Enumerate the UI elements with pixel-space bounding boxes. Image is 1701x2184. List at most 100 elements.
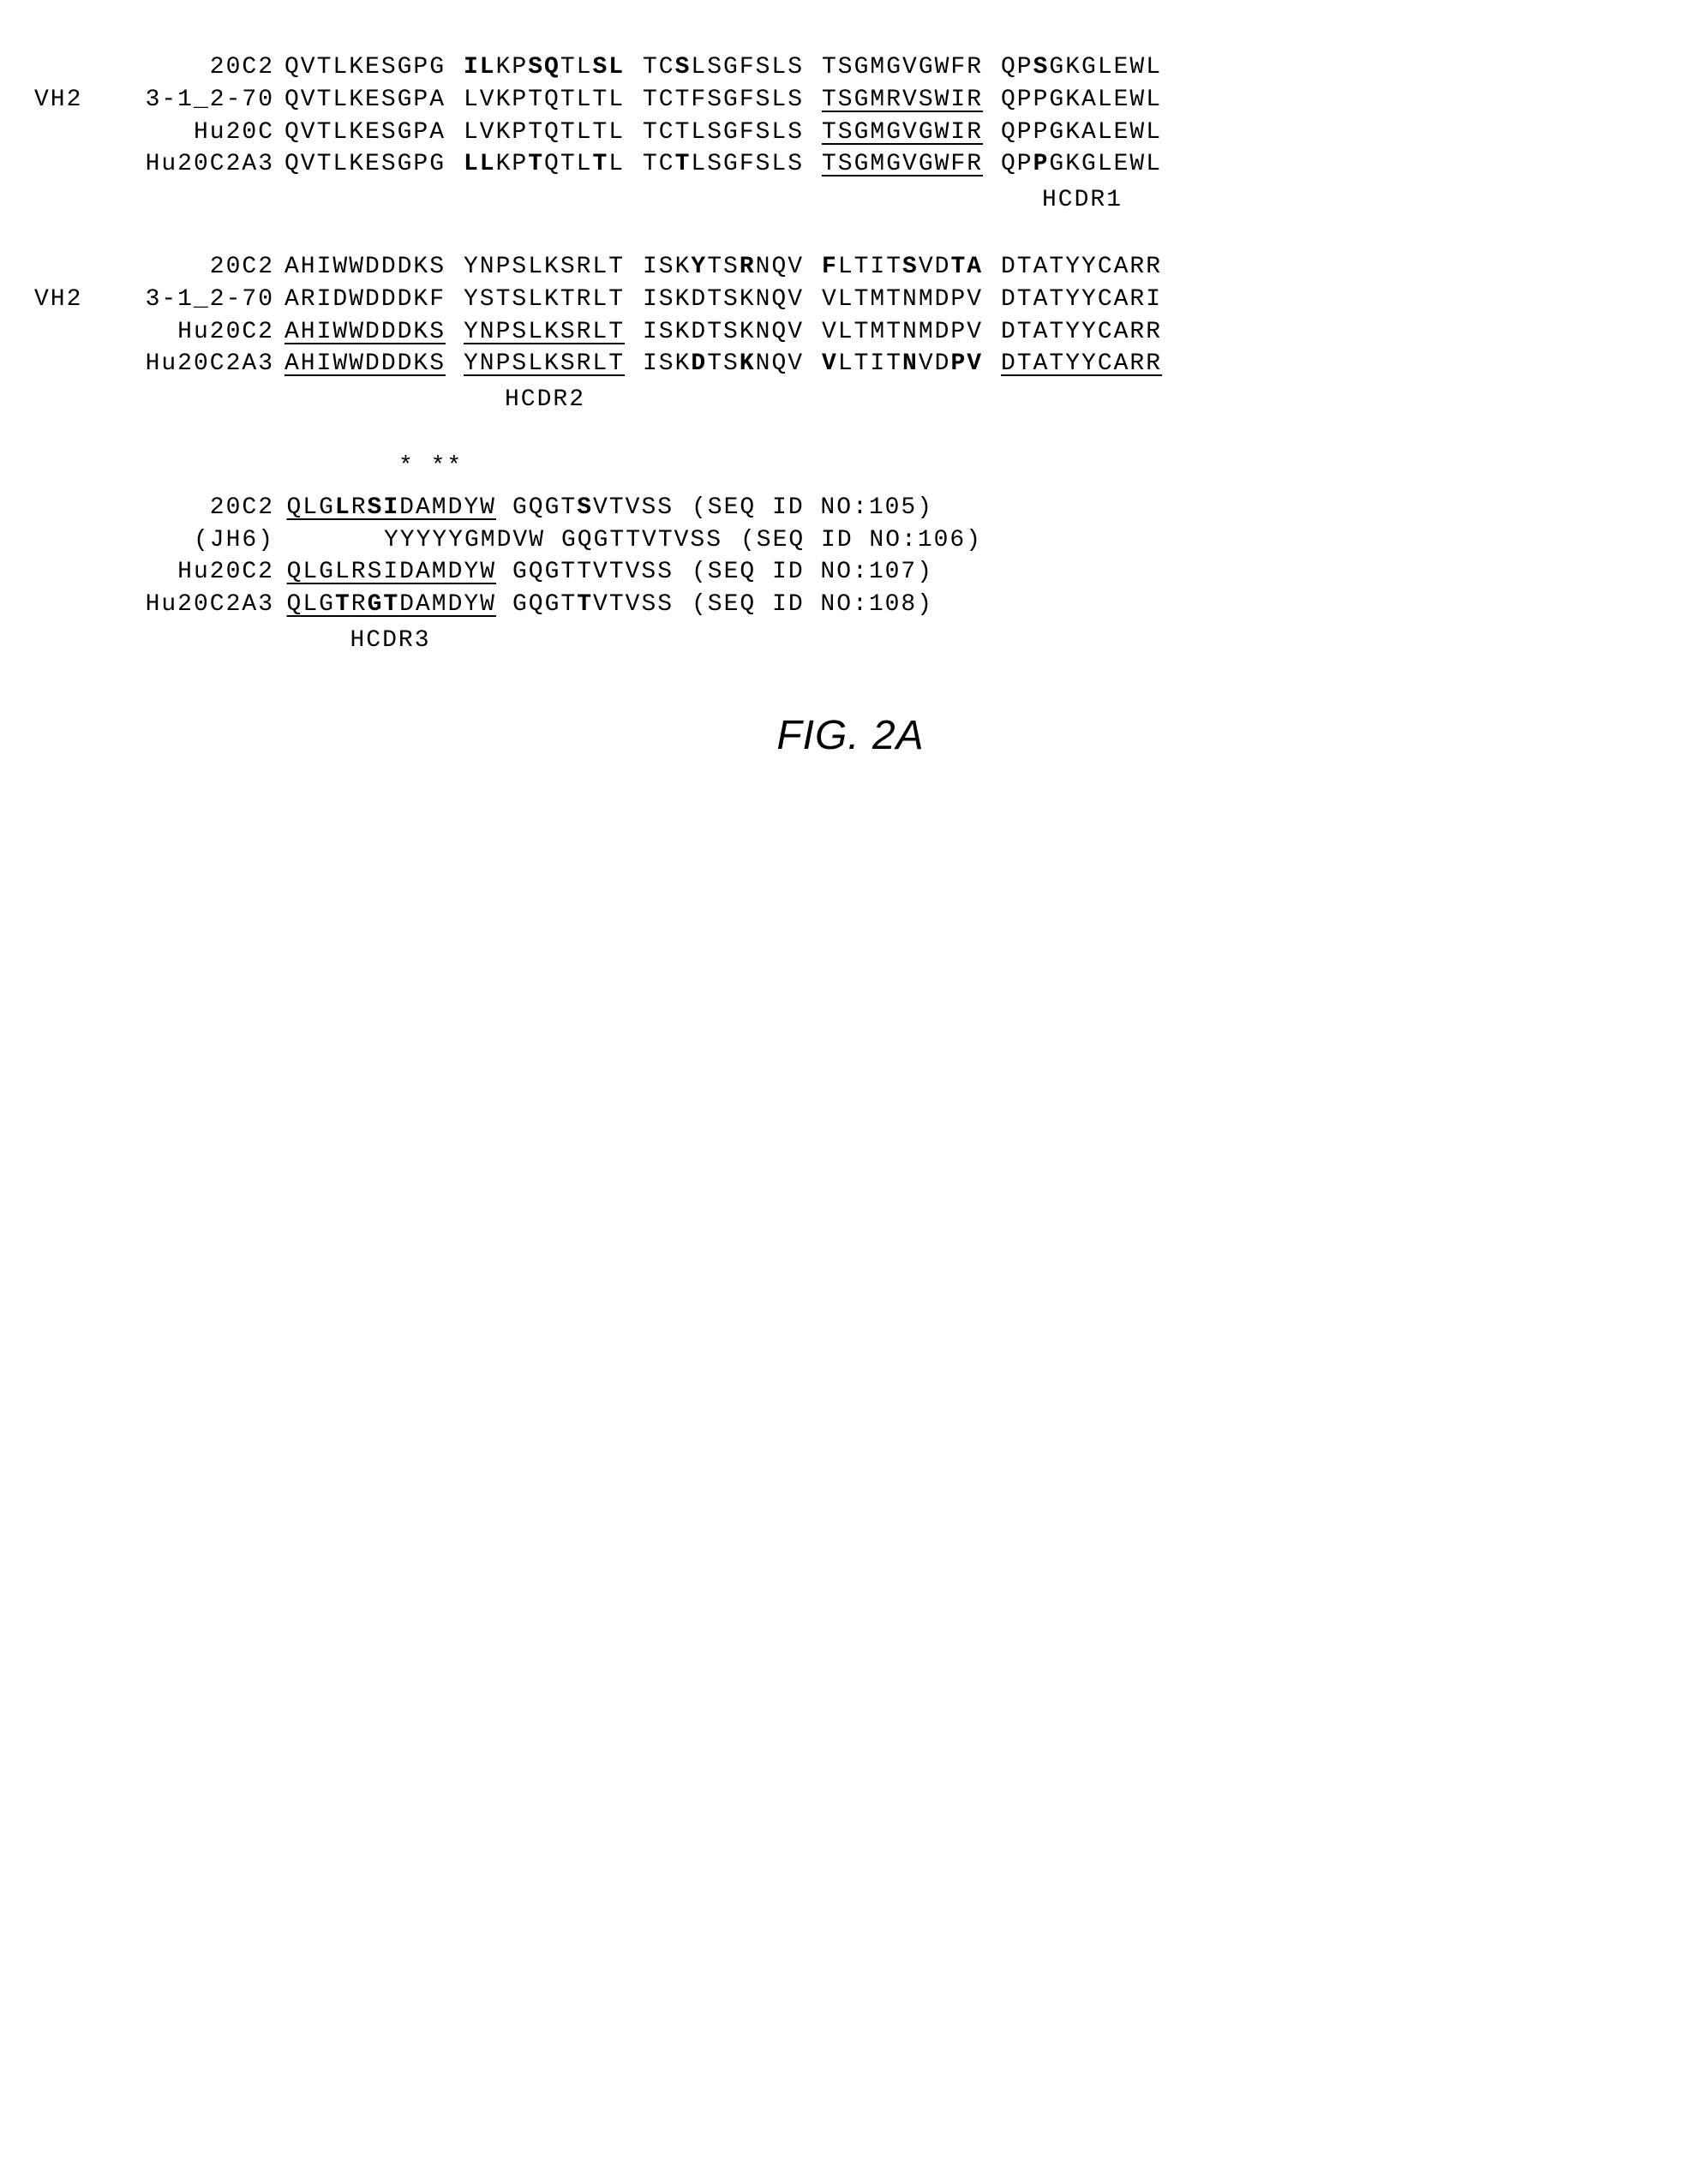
sequence-alignment-figure: 20C2QVTLKESGPG ILKPSQTLSL TCSLSGFSLS TSG… <box>34 51 1667 657</box>
sequence-segment: TCSLSGFSLS <box>643 51 806 84</box>
sequence-segment: YNPSLKSRLT <box>464 316 626 349</box>
vh-group-label <box>34 348 103 380</box>
vh-group-label: VH2 <box>34 284 103 316</box>
alignment-row: Hu20C2A3AHIWWDDDKS YNPSLKSRLT ISKDTSKNQV… <box>34 348 1667 380</box>
sequence-segment: QVTLKESGPG <box>284 51 447 84</box>
sequence-segment: TSGMRVSWIR <box>822 84 985 117</box>
sequence-segment: YNPSLKSRLT <box>464 348 626 380</box>
vh-group-label <box>34 589 103 621</box>
sequence-segment: ISKDTSKNQV <box>643 284 806 316</box>
alignment-row: VH23-1_2-70ARIDWDDDKF YSTSLKTRLT ISKDTSK… <box>34 284 1667 316</box>
sequence-segment: TSGMGVGWFR <box>822 148 985 181</box>
vh-group-label <box>34 524 103 557</box>
alignment-block: 20C2AHIWWDDDKS YNPSLKSRLT ISKYTSRNQV FLT… <box>34 251 1667 416</box>
vh-group-label <box>34 492 103 524</box>
sequence-label: Hu20C2 <box>103 316 284 349</box>
sequence-segment: QVTLKESGPA <box>284 117 447 149</box>
sequence-label: 3-1_2-70 <box>103 84 284 117</box>
sequence-label: 20C2 <box>103 51 284 84</box>
sequence-label: Hu20C2A3 <box>103 148 284 181</box>
hcdr3-label: HCDR3 <box>284 625 496 657</box>
sequence-segment: LVKPTQTLTL <box>464 117 626 149</box>
sequence-label: 3-1_2-70 <box>103 284 284 316</box>
sequence-segment: ISKYTSRNQV <box>643 251 806 284</box>
sequence-segment: AHIWWDDDKS <box>284 348 447 380</box>
sequence-segment: TCTFSGFSLS <box>643 84 806 117</box>
sequence-segment: AHIWWDDDKS <box>284 316 447 349</box>
alignment-row: VH23-1_2-70QVTLKESGPA LVKPTQTLTL TCTFSGF… <box>34 84 1667 117</box>
vh-group-label <box>34 51 103 84</box>
sequence-segment: VLTMTNMDPV <box>822 316 985 349</box>
vh-group-label <box>34 117 103 149</box>
alignment-row: 20C2QLGLRSIDAMDYW GQGTSVTVSS (SEQ ID NO:… <box>34 492 1667 524</box>
vh-group-label <box>34 316 103 349</box>
sequence-segment: (SEQ ID NO:105) <box>692 492 936 524</box>
sequence-segment: DTATYYCARR <box>1001 251 1164 284</box>
sequence-segment: DTATYYCARR <box>1001 316 1164 349</box>
hcdr2-label: HCDR2 <box>464 384 626 416</box>
hcdr-label-row: HCDR3 <box>34 625 1667 657</box>
sequence-segment: TSGMGVGWFR <box>822 51 985 84</box>
sequence-segment: (SEQ ID NO:108) <box>692 589 936 621</box>
vh-group-label <box>34 556 103 589</box>
alignment-row: (JH6) YYYYYGMDVW GQGTTVTVSS (SEQ ID NO:1… <box>34 524 1667 557</box>
sequence-segment: QLGLRSIDAMDYW <box>284 556 496 589</box>
alignment-row: 20C2QVTLKESGPG ILKPSQTLSL TCSLSGFSLS TSG… <box>34 51 1667 84</box>
alignment-row: Hu20C2QLGLRSIDAMDYW GQGTTVTVSS (SEQ ID N… <box>34 556 1667 589</box>
sequence-segment: TCTLSGFSLS <box>643 148 806 181</box>
alignment-row: Hu20C2A3QVTLKESGPG LLKPTQTLTL TCTLSGFSLS… <box>34 148 1667 181</box>
sequence-label: Hu20C2A3 <box>103 348 284 380</box>
sequence-segment: DTATYYCARR <box>1001 348 1164 380</box>
sequence-segment: QPSGKGLEWL <box>1001 51 1164 84</box>
sequence-segment: QLGTRGTDAMDYW <box>284 589 496 621</box>
alignment-block: 20C2QVTLKESGPG ILKPSQTLSL TCSLSGFSLS TSG… <box>34 51 1667 217</box>
sequence-segment: TSGMGVGWIR <box>822 117 985 149</box>
sequence-segment: FLTITSVDTA <box>822 251 985 284</box>
sequence-segment: ILKPSQTLSL <box>464 51 626 84</box>
sequence-segment: (SEQ ID NO:106) <box>740 524 985 557</box>
sequence-segment: GQGTSVTVSS <box>512 492 675 524</box>
sequence-segment: ARIDWDDDKF <box>284 284 447 316</box>
sequence-segment: QPPGKGLEWL <box>1001 148 1164 181</box>
sequence-segment: ISKDTSKNQV <box>643 316 806 349</box>
sequence-segment: QPPGKALEWL <box>1001 84 1164 117</box>
sequence-segment: QPPGKALEWL <box>1001 117 1164 149</box>
alignment-row: 20C2AHIWWDDDKS YNPSLKSRLT ISKYTSRNQV FLT… <box>34 251 1667 284</box>
sequence-segment: ISKDTSKNQV <box>643 348 806 380</box>
sequence-segment: LVKPTQTLTL <box>464 84 626 117</box>
sequence-segment: LLKPTQTLTL <box>464 148 626 181</box>
sequence-label: 20C2 <box>103 492 284 524</box>
vh-group-label <box>34 148 103 181</box>
vh-group-label: VH2 <box>34 84 103 117</box>
vh-group-label <box>34 251 103 284</box>
sequence-segment: QVTLKESGPA <box>284 84 447 117</box>
sequence-segment: QLGLRSIDAMDYW <box>284 492 496 524</box>
figure-caption: FIG. 2A <box>34 709 1667 764</box>
sequence-label: Hu20C2A3 <box>103 589 284 621</box>
sequence-segment: GQGTTVTVSS <box>561 524 724 557</box>
sequence-label: Hu20C <box>103 117 284 149</box>
alignment-row: Hu20C2A3QLGTRGTDAMDYW GQGTTVTVSS (SEQ ID… <box>34 589 1667 621</box>
mutation-marker-row: * ** <box>34 451 1667 483</box>
sequence-segment: DTATYYCARI <box>1001 284 1164 316</box>
sequence-segment: YSTSLKTRLT <box>464 284 626 316</box>
sequence-segment: GQGTTVTVSS <box>512 556 675 589</box>
alignment-row: Hu20C2AHIWWDDDKS YNPSLKSRLT ISKDTSKNQV V… <box>34 316 1667 349</box>
sequence-segment: VLTMTNMDPV <box>822 284 985 316</box>
sequence-segment: VLTITNVDPV <box>822 348 985 380</box>
hcdr-label-row: HCDR2 <box>34 384 1667 416</box>
sequence-segment: YNPSLKSRLT <box>464 251 626 284</box>
sequence-segment: YYYYYGMDVW <box>284 524 545 557</box>
sequence-label: 20C2 <box>103 251 284 284</box>
alignment-block: * ** 20C2QLGLRSIDAMDYW GQGTSVTVSS (SEQ I… <box>34 451 1667 657</box>
sequence-label: Hu20C2 <box>103 556 284 589</box>
sequence-segment: (SEQ ID NO:107) <box>692 556 936 589</box>
alignment-row: Hu20CQVTLKESGPA LVKPTQTLTL TCTLSGFSLS TS… <box>34 117 1667 149</box>
star-marker: * ** <box>398 451 463 483</box>
sequence-segment: AHIWWDDDKS <box>284 251 447 284</box>
sequence-label: (JH6) <box>103 524 284 557</box>
sequence-segment: TCTLSGFSLS <box>643 117 806 149</box>
sequence-segment: GQGTTVTVSS <box>512 589 675 621</box>
hcdr1-label: HCDR1 <box>1001 184 1164 217</box>
hcdr-label-row: HCDR1 <box>34 184 1667 217</box>
